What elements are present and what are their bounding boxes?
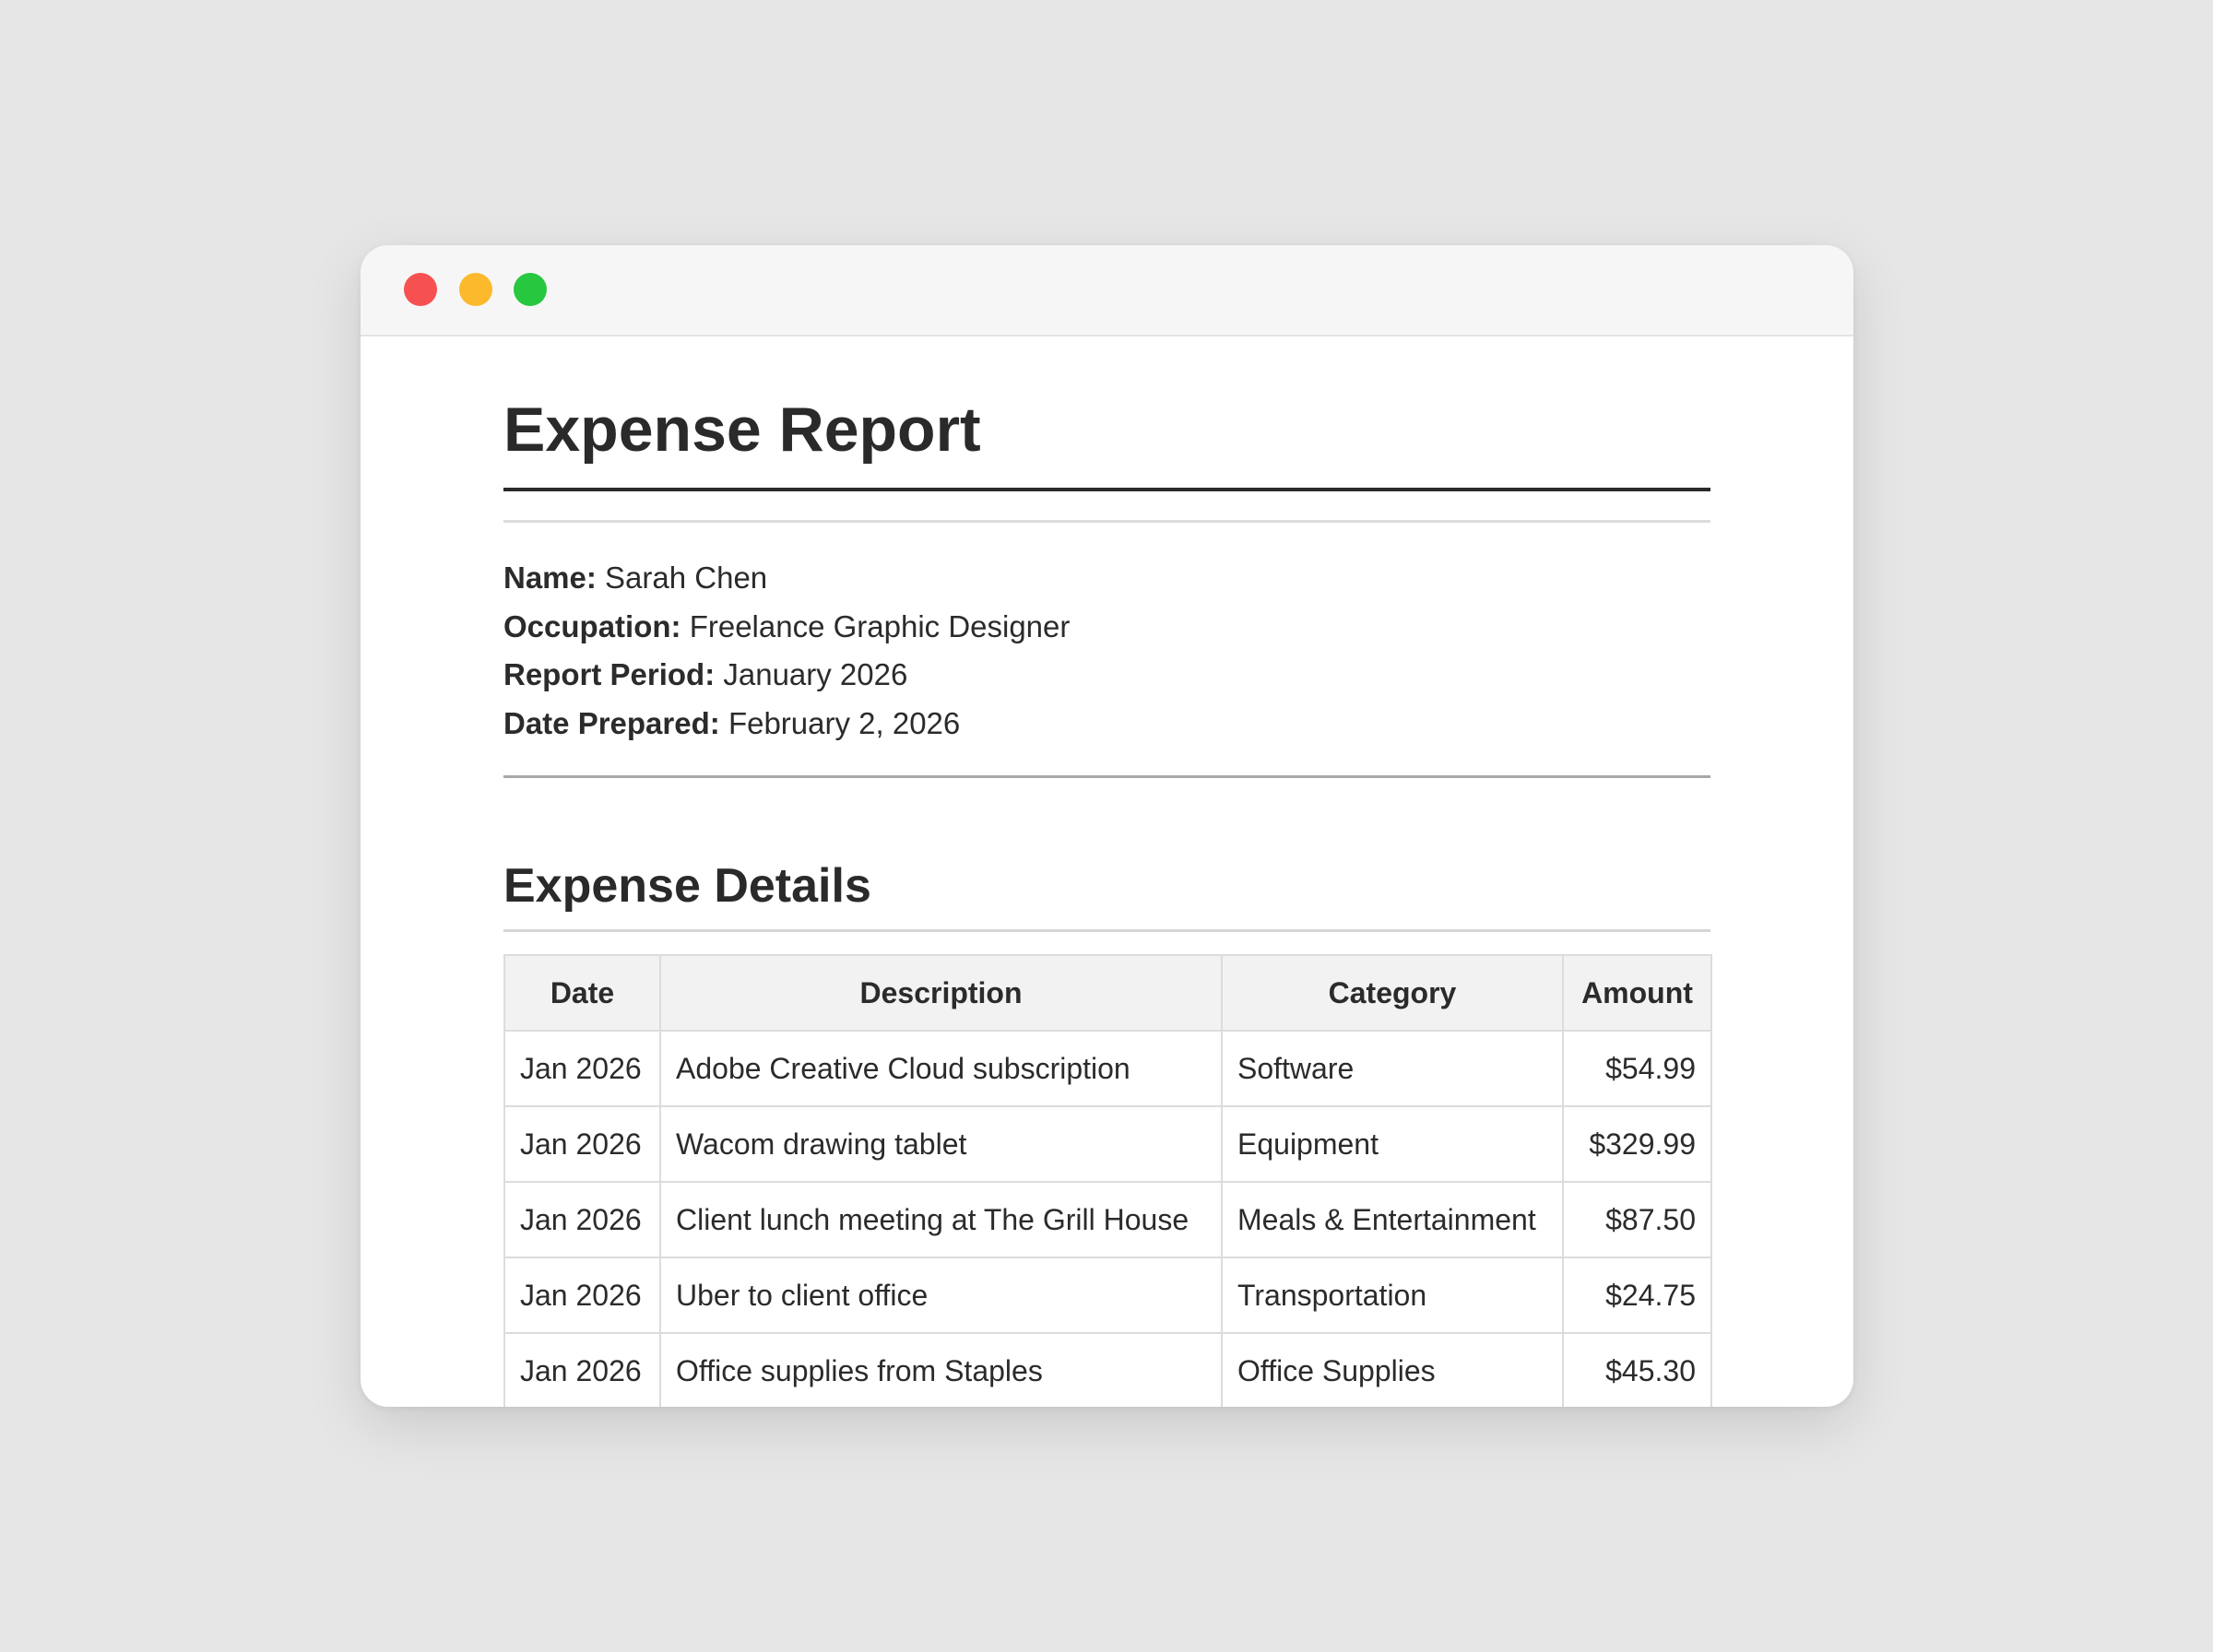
table-row: Jan 2026 Client lunch meeting at The Gril… [503,1181,1712,1258]
minimize-button[interactable] [459,273,492,306]
info-date-prepared: Date Prepared: February 2, 2026 [503,700,1070,749]
page-title: Expense Report [503,395,981,465]
info-report-period: Report Period: January 2026 [503,651,1070,700]
cell-description: Office supplies from Staples [659,1332,1223,1407]
info-value: February 2, 2026 [728,705,961,740]
cell-date: Jan 2026 [503,1257,661,1334]
info-occupation: Occupation: Freelance Graphic Designer [503,603,1070,652]
expense-table: Date Description Category Amount Jan 202… [503,954,1712,1407]
cell-date: Jan 2026 [503,1105,661,1183]
cell-amount: $54.99 [1562,1030,1712,1107]
info-label: Report Period: [503,657,716,691]
close-button[interactable] [404,273,437,306]
divider [503,775,1710,778]
section-title: Expense Details [503,859,871,913]
cell-description: Adobe Creative Cloud subscription [659,1030,1223,1107]
cell-category: Software [1221,1030,1564,1107]
browser-window: Expense Report Name: Sarah Chen Occupati… [361,245,1853,1407]
section-divider [503,929,1710,932]
cell-description: Wacom drawing tablet [659,1105,1223,1183]
cell-amount: $329.99 [1562,1105,1712,1183]
cell-description: Client lunch meeting at The Grill House [659,1181,1223,1258]
info-label: Occupation: [503,608,681,643]
info-value: January 2026 [723,657,908,691]
cell-category: Office Supplies [1221,1332,1564,1407]
info-name: Name: Sarah Chen [503,554,1070,603]
cell-date: Jan 2026 [503,1181,661,1258]
info-value: Freelance Graphic Designer [689,608,1071,643]
info-value: Sarah Chen [605,560,768,595]
column-header-category: Category [1221,954,1564,1032]
info-label: Name: [503,560,597,595]
cell-category: Equipment [1221,1105,1564,1183]
cell-amount: $24.75 [1562,1257,1712,1334]
column-header-description: Description [659,954,1223,1032]
column-header-amount: Amount [1562,954,1712,1032]
cell-description: Uber to client office [659,1257,1223,1334]
divider [503,520,1710,523]
info-label: Date Prepared: [503,705,720,740]
table-header-row: Date Description Category Amount [503,954,1712,1032]
cell-amount: $45.30 [1562,1332,1712,1407]
table-row: Jan 2026 Wacom drawing tablet Equipment $32… [503,1105,1712,1183]
cell-date: Jan 2026 [503,1030,661,1107]
title-divider [503,488,1710,491]
title-bar [361,245,1853,336]
cell-date: Jan 2026 [503,1332,661,1407]
maximize-button[interactable] [514,273,547,306]
column-header-date: Date [503,954,661,1032]
table-row: Jan 2026 Office supplies from Staples Offi… [503,1332,1712,1407]
cell-amount: $87.50 [1562,1181,1712,1258]
table-row: Jan 2026 Uber to client office Transportat… [503,1257,1712,1334]
cell-category: Transportation [1221,1257,1564,1334]
table-row: Jan 2026 Adobe Creative Cloud subscriptio… [503,1030,1712,1107]
report-info: Name: Sarah Chen Occupation: Freelance G… [503,554,1070,748]
cell-category: Meals & Entertainment [1221,1181,1564,1258]
